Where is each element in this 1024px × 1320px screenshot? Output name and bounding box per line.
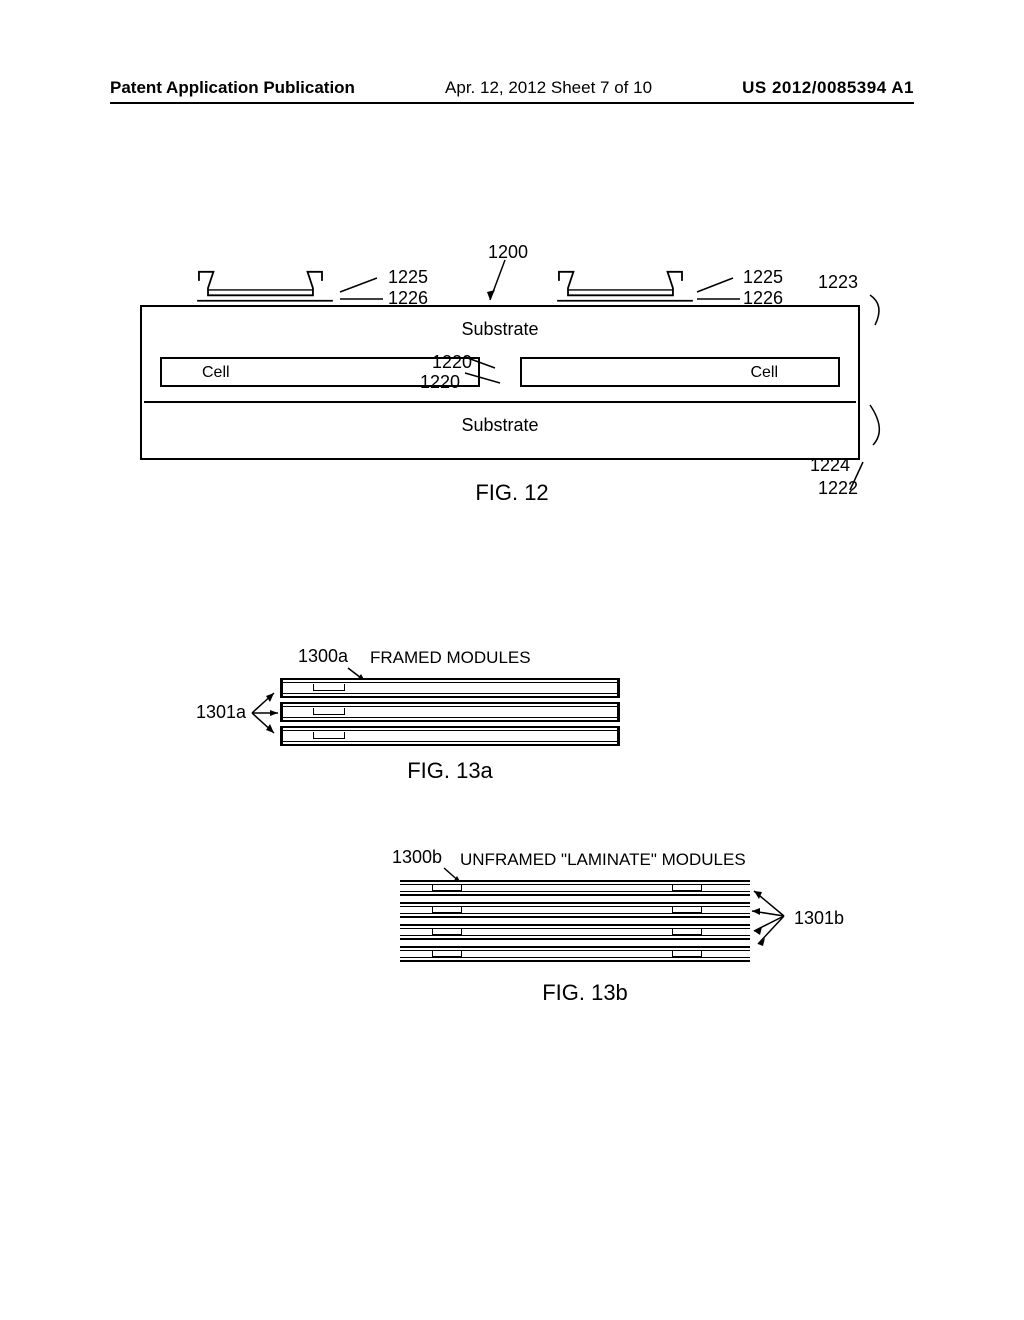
ref-1300a: 1300a [298, 646, 348, 667]
stack-b [400, 880, 750, 962]
ref-1301b: 1301b [794, 908, 844, 929]
fig12-main-box: Substrate Cell Cell Substrate [140, 305, 860, 460]
module-b-2 [400, 902, 750, 918]
module-a-3 [280, 726, 620, 746]
ref-1225-right: 1225 [743, 267, 783, 288]
cell-label-right: Cell [750, 361, 778, 385]
figure-13a: FRAMED MODULES 1300a 1301a FIG. 13a [280, 678, 620, 784]
leader-1301b [744, 886, 786, 952]
module-b-1 [400, 880, 750, 896]
figure-13b: UNFRAMED "LAMINATE" MODULES 1300b 1301b … [390, 880, 780, 1006]
cell-row: Cell Cell [160, 357, 840, 387]
ref-1226-right: 1226 [743, 288, 783, 309]
clip-2 [550, 270, 700, 308]
header-patent-number: US 2012/0085394 A1 [742, 78, 914, 98]
ref-1224: 1224 [810, 455, 850, 476]
ref-1220-a: 1220 [432, 352, 472, 373]
cell-right: Cell [520, 357, 840, 387]
header-date-sheet: Apr. 12, 2012 Sheet 7 of 10 [445, 78, 652, 98]
header-publication: Patent Application Publication [110, 78, 355, 98]
ref-1200: 1200 [488, 242, 528, 263]
ref-1301a: 1301a [196, 702, 246, 723]
substrate-bottom: Substrate [142, 415, 858, 436]
ref-1225-left: 1225 [388, 267, 428, 288]
divider-line [144, 401, 856, 403]
stack-a [280, 678, 620, 746]
module-b-4 [400, 946, 750, 962]
fig13b-caption: FIG. 13b [390, 980, 780, 1006]
module-b-3 [400, 924, 750, 940]
ref-1223: 1223 [818, 272, 858, 293]
fig13a-caption: FIG. 13a [280, 758, 620, 784]
ref-1220-b: 1220 [420, 372, 460, 393]
module-a-2 [280, 702, 620, 722]
fig13b-title: UNFRAMED "LAMINATE" MODULES [460, 850, 746, 870]
substrate-top: Substrate [142, 319, 858, 340]
module-a-1 [280, 678, 620, 698]
fig12-caption: FIG. 12 [0, 480, 1024, 506]
ref-1300b: 1300b [392, 847, 442, 868]
clip-1 [190, 270, 340, 308]
fig13a-title: FRAMED MODULES [370, 648, 531, 668]
page-header: Patent Application Publication Apr. 12, … [110, 78, 914, 104]
ref-1226-left: 1226 [388, 288, 428, 309]
cell-label-left: Cell [202, 361, 230, 385]
